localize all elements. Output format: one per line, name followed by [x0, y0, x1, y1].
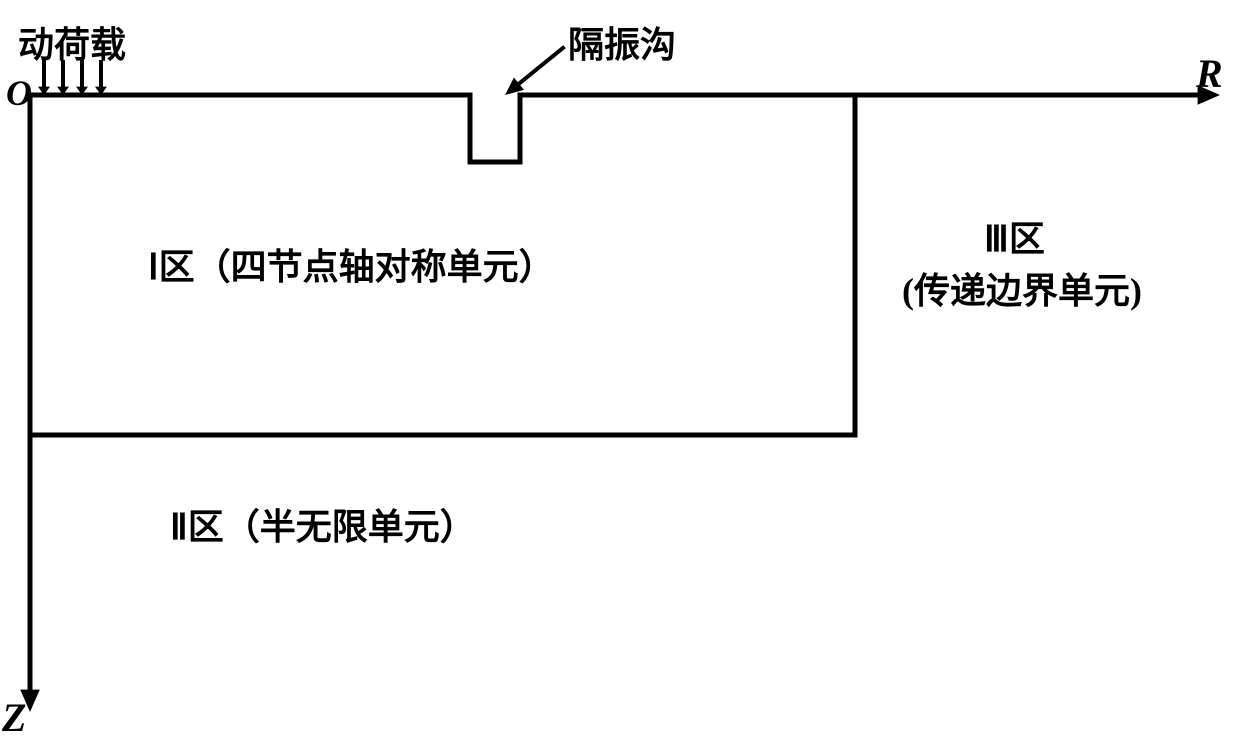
- zone2-label: Ⅱ区（半无限单元）: [170, 498, 476, 550]
- origin-label: O: [6, 72, 32, 114]
- z-axis-label: Z: [2, 694, 26, 741]
- zone3-line1-label: Ⅲ区: [984, 210, 1045, 262]
- r-axis-label: R: [1196, 50, 1223, 97]
- trench-label: 隔振沟: [568, 16, 676, 68]
- load-label: 动荷载: [18, 16, 126, 68]
- zone3-line2-label: (传递边界单元): [902, 262, 1142, 314]
- diagram-canvas: [0, 0, 1240, 739]
- zone1-label: Ⅰ区（四节点轴对称单元）: [148, 238, 555, 290]
